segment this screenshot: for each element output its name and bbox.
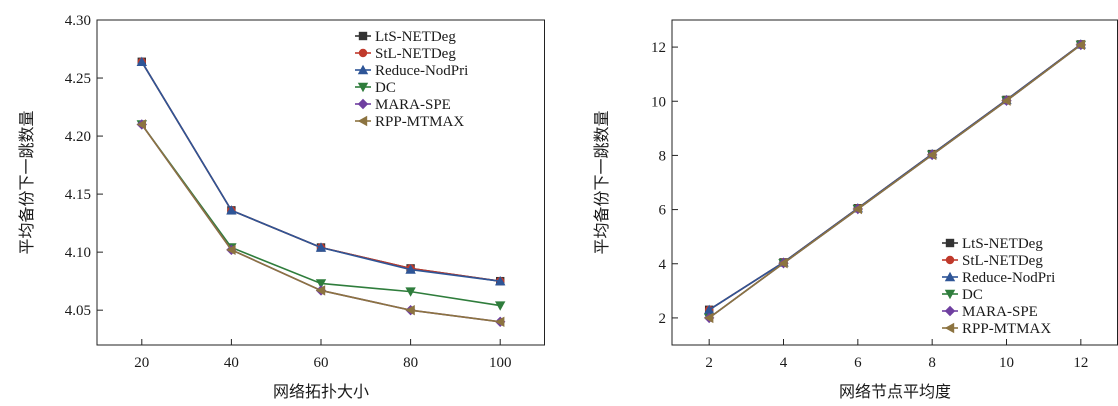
x-tick-label: 12 <box>1073 355 1088 371</box>
legend-label: MARA-SPE <box>375 97 451 113</box>
legend-item: RPP-MTMAX <box>942 321 1051 337</box>
x-tick-label: 20 <box>134 355 149 371</box>
data-point-reduce-nodpri <box>495 275 506 286</box>
y-tick-label: 8 <box>659 148 667 164</box>
legend-marker <box>357 115 368 127</box>
plot-frame <box>96 19 545 346</box>
legend: LtS-NETDegStL-NETDegReduce-NodPriDCMARA-… <box>355 29 468 130</box>
data-point-rpp-mtmax <box>315 285 326 296</box>
x-tick-label: 8 <box>928 355 936 371</box>
data-point-rpp-mtmax <box>852 203 863 215</box>
data-point-rpp-mtmax <box>778 258 788 269</box>
chart-avg-degree: 2 4 6 8 10 12 2 4 6 8 10 12 网络节点平均度 平均备份下一跳数量 LtS-N… <box>592 19 1118 401</box>
y-tick-label: 12 <box>651 40 666 56</box>
legend-item: LtS-NETDeg <box>355 29 456 45</box>
legend: LtS-NETDegStL-NETDegReduce-NodPriDCMARA-… <box>942 236 1055 337</box>
x-tick-label: 10 <box>999 355 1014 371</box>
chart-marks: 4.05 4.10 4.15 4.20 4.25 4.30 20 40 60 80 100 <box>65 13 512 371</box>
y-tick-label: 4.10 <box>65 245 91 261</box>
legend-label: StL-NETDeg <box>962 253 1043 269</box>
data-point-rpp-mtmax <box>1075 39 1086 51</box>
legend-item: MARA-SPE <box>355 97 451 113</box>
x-tick-label: 100 <box>489 355 512 371</box>
data-point-dc <box>405 287 416 297</box>
y-axis-label: 平均备份下一跳数量 <box>17 110 36 254</box>
y-tick-label: 4.25 <box>65 71 91 87</box>
x-axis-label: 网络节点平均度 <box>839 382 951 401</box>
legend-marker <box>357 64 369 75</box>
data-point-rpp-mtmax <box>703 312 714 324</box>
data-point-rpp-mtmax <box>926 149 937 161</box>
legend-marker <box>944 271 956 282</box>
y-tick-label: 4.15 <box>65 187 91 203</box>
y-axis-label: 平均备份下一跳数量 <box>592 110 611 254</box>
legend-marker <box>945 238 955 248</box>
legend-label: LtS-NETDeg <box>375 29 456 45</box>
data-point-rpp-mtmax <box>405 304 415 316</box>
series-line-rpp-mtmax <box>708 44 1082 319</box>
x-tick-label: 4 <box>780 355 788 371</box>
x-tick-label: 80 <box>403 355 418 371</box>
y-tick-label: 4.30 <box>65 13 91 29</box>
data-point-reduce-nodpri <box>136 56 147 66</box>
legend-label: LtS-NETDeg <box>962 236 1043 252</box>
data-point-reduce-nodpri <box>226 205 237 215</box>
data-point-rpp-mtmax <box>226 244 236 256</box>
y-tick-label: 2 <box>659 311 667 327</box>
x-tick-label: 60 <box>314 355 329 371</box>
legend-marker <box>358 31 368 41</box>
data-point-rpp-mtmax <box>136 119 146 130</box>
legend-marker <box>358 48 368 58</box>
legend-label: RPP-MTMAX <box>962 321 1051 337</box>
x-axis-label: 网络拓扑大小 <box>273 382 369 401</box>
y-tick-label: 10 <box>651 94 666 110</box>
y-tick-label: 4.20 <box>65 129 91 145</box>
chart-network-size: 4.05 4.10 4.15 4.20 4.25 4.30 20 40 60 80 100 网络拓扑… <box>17 13 545 401</box>
legend-marker <box>944 322 955 334</box>
x-tick-label: 40 <box>224 355 239 371</box>
data-point-reduce-nodpri <box>315 242 327 252</box>
legend-label: Reduce-NodPri <box>375 63 468 79</box>
legend-item: LtS-NETDeg <box>942 236 1043 252</box>
legend-label: RPP-MTMAX <box>375 114 464 130</box>
x-tick-label: 2 <box>705 355 713 371</box>
legend-item: Reduce-NodPri <box>942 270 1055 286</box>
legend-item: DC <box>355 80 396 96</box>
legend-item: StL-NETDeg <box>355 46 456 62</box>
data-point-dc <box>315 279 327 289</box>
legend-marker <box>357 82 369 93</box>
legend-label: DC <box>962 287 983 303</box>
legend-label: DC <box>375 80 396 96</box>
legend-label: Reduce-NodPri <box>962 270 1055 286</box>
legend-marker <box>357 98 369 110</box>
data-point-rpp-mtmax <box>1001 95 1011 106</box>
data-point-rpp-mtmax <box>495 316 505 327</box>
legend-label: StL-NETDeg <box>375 46 456 62</box>
legend-label: MARA-SPE <box>962 304 1038 320</box>
data-point-reduce-nodpri <box>405 264 416 274</box>
y-tick-label: 4.05 <box>65 303 91 319</box>
x-tick-label: 6 <box>854 355 862 371</box>
legend-marker <box>944 289 956 300</box>
legend-item: DC <box>942 287 983 303</box>
y-tick-label: 6 <box>659 203 667 219</box>
chart-marks: 2 4 6 8 10 12 2 4 6 8 10 12 <box>651 39 1088 371</box>
legend-item: RPP-MTMAX <box>355 114 464 130</box>
legend-marker <box>945 255 955 265</box>
legend-marker <box>944 305 956 317</box>
data-point-dc <box>495 301 506 311</box>
data-point-reduce-nodpri <box>703 304 715 314</box>
y-tick-label: 4 <box>659 257 667 273</box>
legend-item: MARA-SPE <box>942 304 1038 320</box>
legend-item: Reduce-NodPri <box>355 63 468 79</box>
legend-item: StL-NETDeg <box>942 253 1043 269</box>
